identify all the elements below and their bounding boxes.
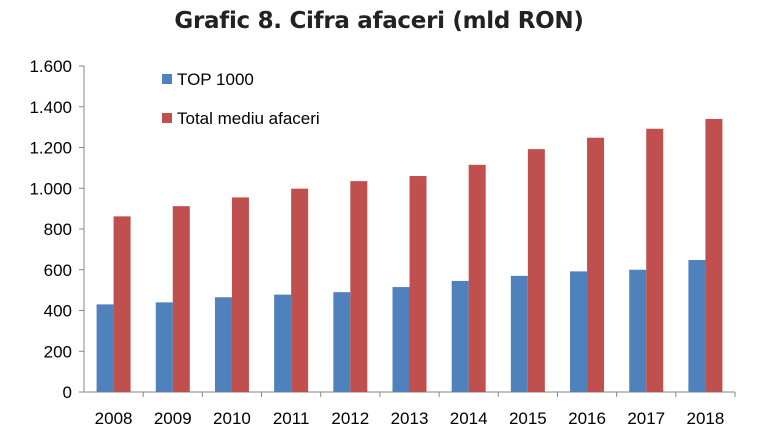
bar-total-mediu-2011 [291,188,309,392]
bar-total-mediu-2018 [705,118,723,392]
bar-top1000-2013 [392,287,410,392]
x-tick-label: 2010 [213,409,251,428]
y-tick-label: 600 [44,261,72,280]
bar-top1000-2011 [274,294,292,392]
bar-top1000-2012 [333,292,351,392]
y-tick-label: 400 [44,302,72,321]
x-tick-label: 2016 [568,409,606,428]
bar-total-mediu-2016 [587,137,605,392]
x-tick-label: 2011 [273,409,310,428]
bar-top1000-2018 [688,259,706,392]
bar-total-mediu-2012 [350,181,368,392]
bar-top1000-2010 [214,297,232,392]
legend-swatch [162,113,172,123]
bar-top1000-2014 [451,280,469,392]
y-tick-label: 800 [44,220,72,239]
bar-top1000-2008 [96,304,114,392]
bar-total-mediu-2010 [231,197,249,392]
x-tick-label: 2014 [450,409,488,428]
x-tick-label: 2018 [686,409,724,428]
y-tick-label: 1.600 [29,57,72,76]
x-tick-label: 2009 [154,409,192,428]
chart-axes: 0 200 400 600 800 1.000 1.200 1.400 1.600 2008 200… [29,57,736,428]
bar-top1000-2017 [629,269,647,392]
bar-top1000-2009 [155,302,173,392]
bar-total-mediu-2013 [409,176,427,392]
y-tick-label: 1.000 [29,179,72,198]
chart-title: Grafic 8. Cifra afaceri (mld RON) [174,8,584,34]
x-tick-label: 2008 [95,409,133,428]
bar-total-mediu-2008 [113,216,131,392]
x-tick-label: 2015 [509,409,547,428]
legend-label: TOP 1000 [177,70,254,89]
bar-total-mediu-2017 [646,128,664,392]
bar-total-mediu-2009 [172,206,190,392]
y-tick-label: 0 [63,383,72,402]
y-tick-label: 1.200 [29,139,72,158]
y-tick-label: 200 [44,342,72,361]
chart-legend: TOP 1000 Total mediu afaceri [162,70,320,128]
bar-top1000-2015 [510,275,528,392]
legend-label: Total mediu afaceri [177,109,320,128]
x-tick-label: 2012 [331,409,369,428]
y-tick-label: 1.400 [29,98,72,117]
x-tick-label: 2013 [391,409,429,428]
bar-top1000-2016 [570,271,588,392]
bar-total-mediu-2014 [468,164,486,392]
bar-total-mediu-2015 [527,149,545,392]
legend-swatch [162,74,172,84]
x-tick-label: 2017 [627,409,665,428]
chart-bars [96,118,723,392]
